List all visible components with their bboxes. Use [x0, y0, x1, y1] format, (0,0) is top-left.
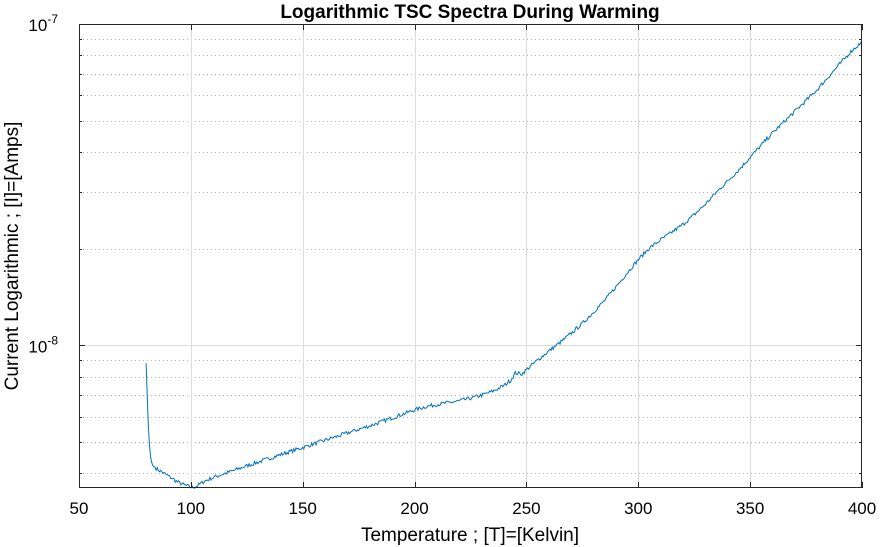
x-tick-label: 300 — [624, 499, 652, 518]
x-tick-label: 250 — [512, 499, 540, 518]
plot-area — [79, 24, 862, 488]
axis-ticks: 50 100 150 200 250 300 350 400 10-8 10-7 — [28, 12, 876, 518]
x-axis-label: Temperature ; [T]=[Kelvin] — [361, 525, 579, 546]
y-tick-label: 10-7 — [28, 12, 58, 35]
x-tick-label: 100 — [177, 499, 205, 518]
y-axis-label: Current Logarithmic ; [I]=[Amps] — [2, 122, 23, 391]
grid — [79, 24, 862, 488]
x-tick-label: 150 — [289, 499, 317, 518]
x-tick-label: 200 — [400, 499, 428, 518]
series-line — [145, 41, 863, 489]
x-tick-label: 350 — [736, 499, 764, 518]
plot-frame — [79, 24, 862, 488]
x-tick-label: 50 — [70, 499, 89, 518]
y-tick-label: 10-8 — [28, 333, 58, 356]
chart-title: Logarithmic TSC Spectra During Warming — [280, 2, 659, 23]
x-tick-label: 400 — [848, 499, 876, 518]
